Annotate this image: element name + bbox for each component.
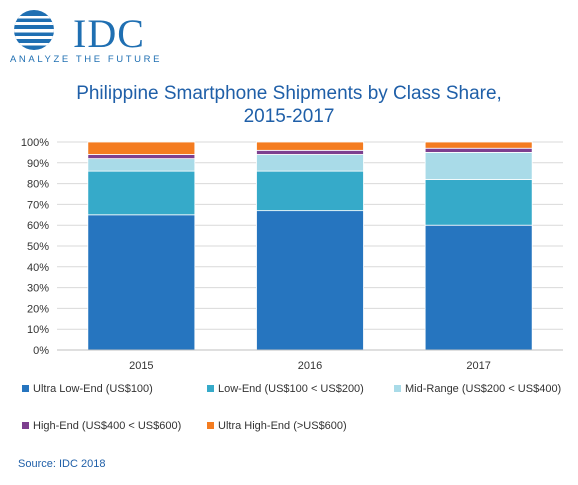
legend: Ultra Low-End (US$100) Low-End (US$100 < … <box>22 383 561 432</box>
legend-swatch <box>22 385 29 392</box>
bar-segment <box>256 210 364 351</box>
y-axis: 0% 10% 20% 30% 40% 50% 60% 70% 80% 90% 100% <box>21 137 49 357</box>
chart-title-line-2: 2015-2017 <box>243 106 335 127</box>
y-tick-label: 80% <box>27 179 49 191</box>
source-note: Source: IDC 2018 <box>18 458 106 470</box>
idc-logo: IDC ANALYZE THE FUTURE <box>10 8 180 68</box>
bar-segment <box>424 151 533 180</box>
bar-segment <box>256 154 364 172</box>
y-tick-label: 40% <box>27 262 49 274</box>
y-tick-label: 70% <box>27 199 49 211</box>
bar-segment <box>424 224 533 351</box>
legend-item: High-End (US$400 < US$600) <box>22 420 181 432</box>
legend-swatch <box>207 422 214 429</box>
bar-segment <box>87 141 196 155</box>
y-tick-label: 100% <box>21 137 49 149</box>
bar-segment <box>256 141 364 151</box>
legend-label: High-End (US$400 < US$600) <box>33 420 181 432</box>
bar-segment <box>87 154 196 160</box>
y-tick-label: 0% <box>33 345 49 357</box>
bar-segment <box>424 147 533 153</box>
chart-title-line-1: Philippine Smartphone Shipments by Class… <box>76 83 502 104</box>
legend-item: Ultra High-End (>US$600) <box>207 420 347 432</box>
bar-segment <box>87 170 196 216</box>
legend-item: Ultra Low-End (US$100) <box>22 383 153 395</box>
y-tick-label: 50% <box>27 241 49 253</box>
globe-icon <box>14 10 54 50</box>
legend-label: Ultra High-End (>US$600) <box>218 420 347 432</box>
legend-label: Ultra Low-End (US$100) <box>33 383 153 395</box>
logo-wordmark: IDC <box>73 11 145 56</box>
legend-swatch <box>394 385 401 392</box>
legend-swatch <box>22 422 29 429</box>
bar-segment <box>87 158 196 172</box>
x-tick-label: 2016 <box>298 360 322 372</box>
legend-swatch <box>207 385 214 392</box>
bar-segment <box>424 141 533 149</box>
legend-item: Low-End (US$100 < US$200) <box>207 383 364 395</box>
logo-tagline: ANALYZE THE FUTURE <box>10 54 163 65</box>
bar-segment <box>424 179 533 226</box>
x-tick-label: 2017 <box>466 360 490 372</box>
y-tick-label: 60% <box>27 220 49 232</box>
x-tick-label: 2015 <box>129 360 153 372</box>
bars <box>87 141 533 351</box>
legend-label: Mid-Range (US$200 < US$400) <box>405 383 561 395</box>
chart-title: Philippine Smartphone Shipments by Class… <box>0 82 578 128</box>
x-axis: 2015 2016 2017 <box>57 349 563 372</box>
y-tick-label: 10% <box>27 324 49 336</box>
legend-label: Low-End (US$100 < US$200) <box>218 383 364 395</box>
bar-segment <box>87 214 196 351</box>
y-tick-label: 20% <box>27 303 49 315</box>
y-tick-label: 30% <box>27 283 49 295</box>
bar-segment <box>256 170 364 212</box>
y-tick-label: 90% <box>27 158 49 170</box>
bar-segment <box>256 149 364 155</box>
legend-item: Mid-Range (US$200 < US$400) <box>394 383 561 395</box>
